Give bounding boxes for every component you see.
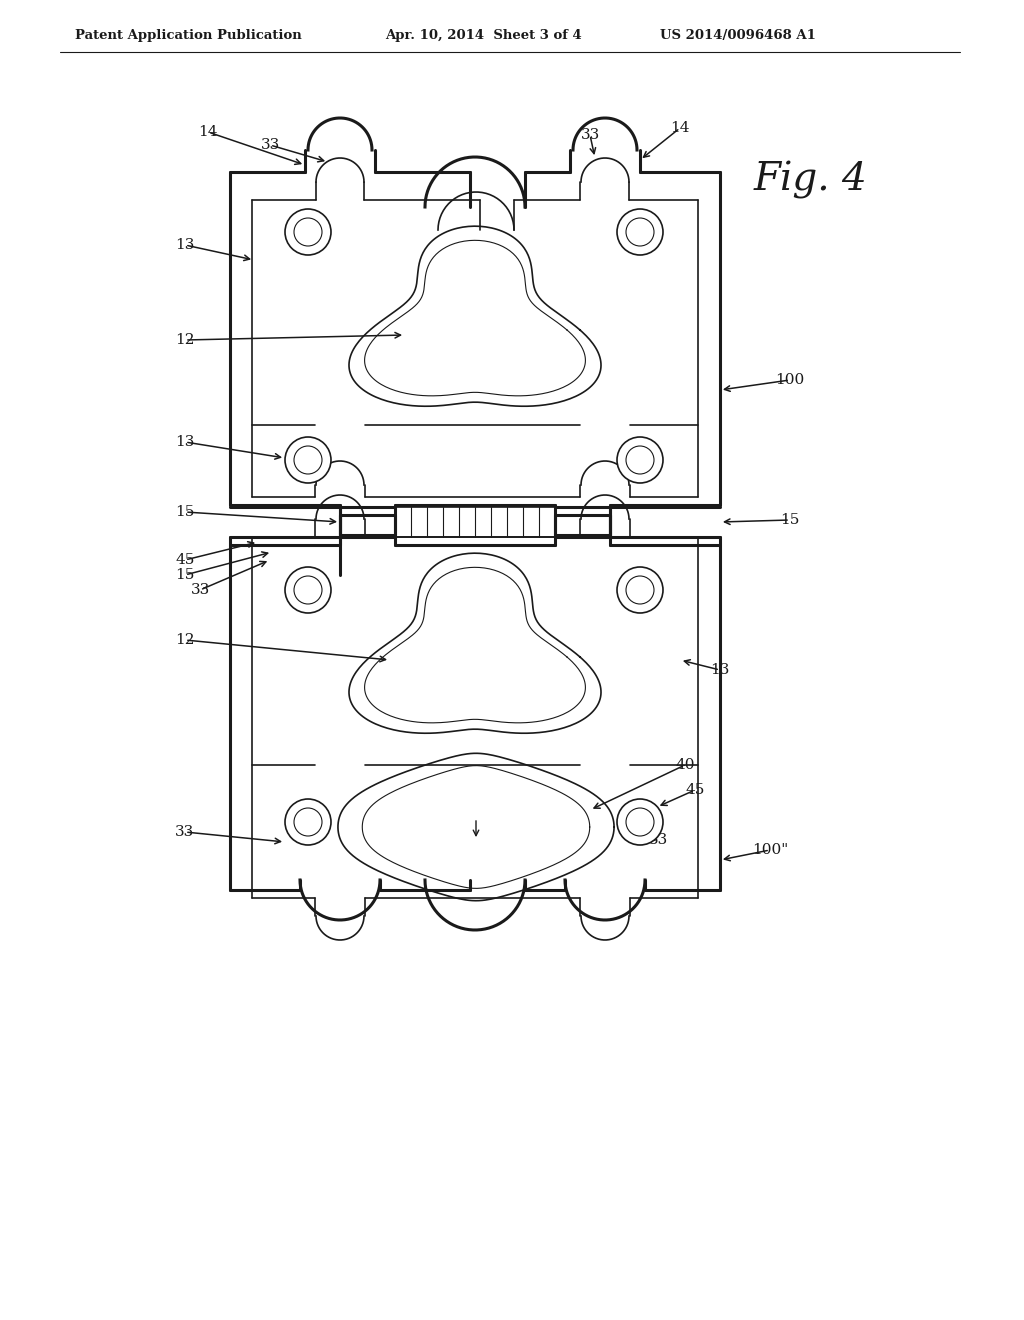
Circle shape (626, 446, 654, 474)
Text: 14: 14 (671, 121, 690, 135)
Text: Apr. 10, 2014  Sheet 3 of 4: Apr. 10, 2014 Sheet 3 of 4 (385, 29, 582, 42)
Circle shape (626, 576, 654, 605)
Text: 12: 12 (175, 634, 195, 647)
Circle shape (285, 437, 331, 483)
Text: 40: 40 (675, 758, 694, 772)
Circle shape (617, 209, 663, 255)
Text: 13: 13 (175, 436, 195, 449)
Text: 100": 100" (752, 843, 788, 857)
Circle shape (285, 799, 331, 845)
Circle shape (294, 446, 322, 474)
Text: 13: 13 (711, 663, 730, 677)
Text: 12: 12 (175, 333, 195, 347)
Text: 33: 33 (648, 833, 668, 847)
Text: 14: 14 (199, 125, 218, 139)
Circle shape (617, 437, 663, 483)
Circle shape (626, 218, 654, 246)
Text: Patent Application Publication: Patent Application Publication (75, 29, 302, 42)
Text: 13: 13 (175, 238, 195, 252)
Circle shape (294, 218, 322, 246)
Text: 45: 45 (685, 783, 705, 797)
Text: 45: 45 (175, 553, 195, 568)
Text: 33: 33 (190, 583, 210, 597)
Text: Fig. 4: Fig. 4 (753, 161, 867, 199)
Text: 15: 15 (175, 568, 195, 582)
Circle shape (285, 209, 331, 255)
Text: 15: 15 (175, 506, 195, 519)
Circle shape (617, 799, 663, 845)
Text: US 2014/0096468 A1: US 2014/0096468 A1 (660, 29, 816, 42)
Circle shape (294, 808, 322, 836)
Circle shape (285, 568, 331, 612)
Circle shape (617, 568, 663, 612)
Text: 15: 15 (780, 513, 800, 527)
Circle shape (626, 808, 654, 836)
Text: 33: 33 (175, 825, 195, 840)
Text: 33: 33 (581, 128, 600, 143)
Circle shape (294, 576, 322, 605)
Text: 33: 33 (260, 139, 280, 152)
Text: 100: 100 (775, 374, 805, 387)
